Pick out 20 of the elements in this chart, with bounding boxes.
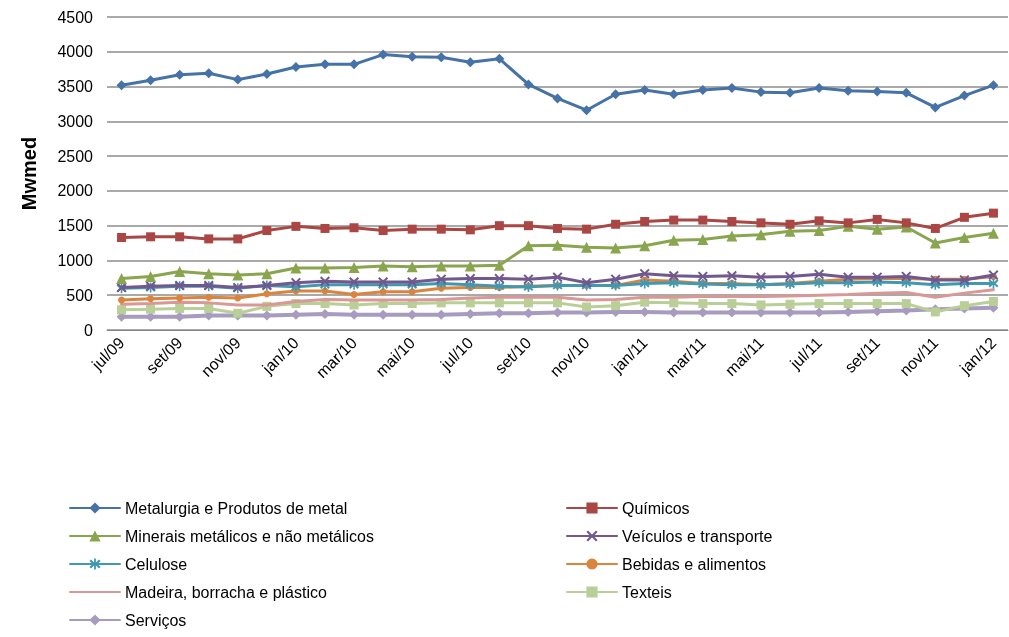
legend-label: Serviços — [125, 611, 187, 629]
legend-label: Bebidas e alimentos — [622, 555, 767, 573]
legend-label: Texteis — [622, 583, 672, 601]
legend-label: Metalurgia e Produtos de metal — [125, 499, 348, 517]
legend-label: Minerais metálicos e não metálicos — [125, 527, 374, 545]
y-tick-label: 0 — [84, 321, 94, 339]
y-tick-label: 4000 — [57, 43, 94, 61]
legend-label: Celulose — [125, 555, 188, 573]
y-tick-label: 2000 — [57, 182, 94, 200]
y-tick-label: 500 — [66, 286, 94, 304]
y-tick-label: 1500 — [57, 217, 94, 235]
y-tick-label: 3500 — [57, 78, 94, 96]
legend-label: Madeira, borracha e plástico — [125, 583, 327, 601]
legend-label: Veículos e transporte — [622, 527, 773, 545]
y-tick-label: 4500 — [57, 8, 94, 26]
y-axis-title: Mwmed — [18, 136, 40, 211]
y-tick-label: 3000 — [57, 112, 94, 130]
y-tick-label: 1000 — [57, 251, 94, 269]
legend-label: Químicos — [622, 499, 690, 517]
y-tick-label: 2500 — [57, 147, 94, 165]
